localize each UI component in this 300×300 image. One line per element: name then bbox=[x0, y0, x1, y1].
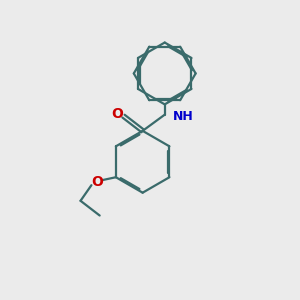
Text: O: O bbox=[91, 175, 103, 189]
Text: NH: NH bbox=[173, 110, 194, 123]
Text: O: O bbox=[111, 107, 123, 121]
